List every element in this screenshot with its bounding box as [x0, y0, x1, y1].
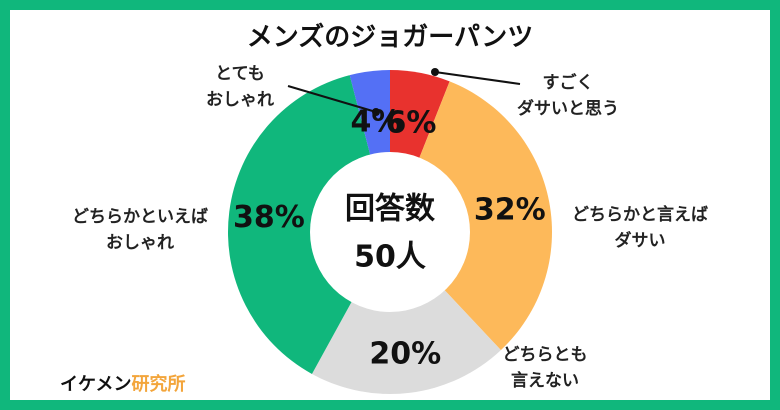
value-label: 38%: [233, 200, 305, 235]
center-text: 回答数: [345, 192, 436, 227]
category-label: どちらかといえば おしゃれ: [72, 207, 208, 253]
leader-dot: [372, 108, 380, 116]
value-label: 32%: [474, 193, 546, 228]
pie-slice: [311, 232, 501, 395]
brand-b: 研究所: [131, 373, 185, 395]
leader-line: [287, 85, 377, 113]
category-label: とても おしゃれ: [206, 64, 274, 110]
value-label: 20%: [369, 337, 441, 372]
category-label: どちらかと言えば ダサい: [572, 205, 708, 251]
brand: イケメン研究所: [60, 373, 185, 395]
donut-hole: [310, 152, 470, 312]
value-label: 4%: [350, 104, 401, 139]
value-label: 6%: [386, 105, 437, 140]
category-label: どちらとも 言えない: [502, 345, 588, 391]
category-label: すごく ダサいと思う: [517, 73, 619, 119]
leader-dot: [431, 68, 439, 76]
leader-line: [434, 71, 521, 85]
chart-title: メンズのジョガーパンツ: [247, 22, 534, 53]
center-text: 50人: [354, 240, 426, 275]
pie-slice: [390, 81, 553, 351]
brand-a: イケメン: [60, 374, 131, 395]
